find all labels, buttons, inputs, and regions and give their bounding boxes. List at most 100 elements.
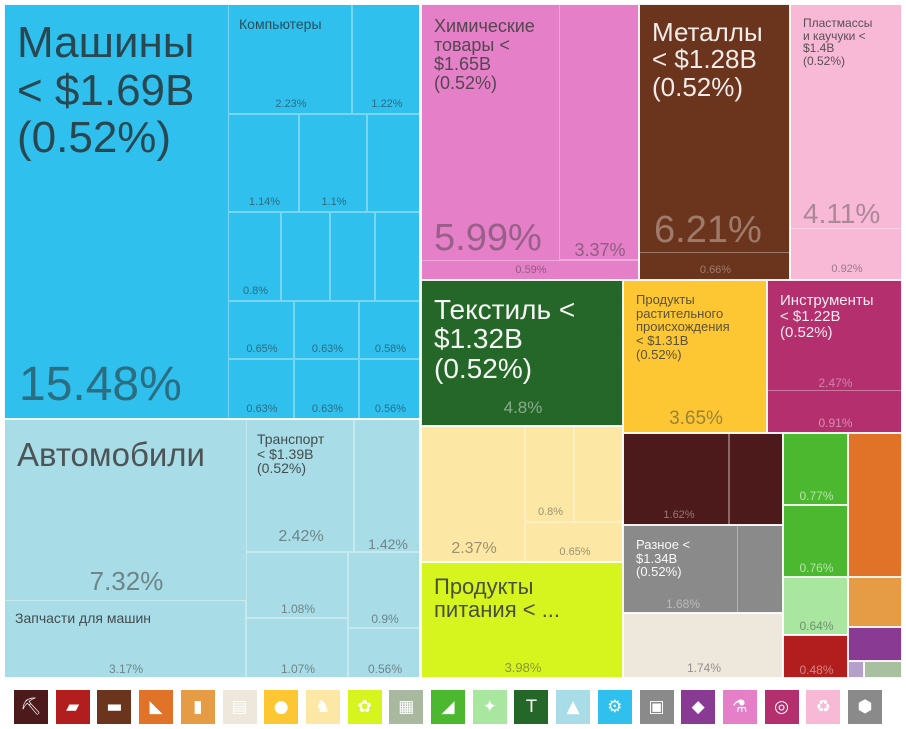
plastics-sub-block: 0.92% bbox=[790, 228, 902, 280]
animal-sub-block: 2.37% bbox=[421, 426, 525, 562]
block-precious-metals bbox=[848, 627, 902, 661]
pickaxe-icon[interactable]: ⛏ bbox=[14, 690, 48, 724]
block-foodstuffs: Продукты питания < ... 3.98% bbox=[421, 562, 623, 678]
percent-label: 0.9% bbox=[371, 612, 399, 626]
percent-label: 15.48% bbox=[19, 358, 182, 411]
percent-label: 0.56% bbox=[367, 662, 403, 676]
block-miscellaneous: Разное < $1.34B (0.52%) 1.68% bbox=[623, 525, 783, 613]
percent-label: 0.63% bbox=[246, 403, 278, 415]
block-label: Инструменты < $1.22B (0.52%) bbox=[780, 292, 874, 341]
target-icon[interactable]: ◎ bbox=[764, 690, 799, 724]
block-label: Химические товары < $1.65B (0.52%) bbox=[434, 16, 535, 93]
flask-icon[interactable]: ⚗ bbox=[722, 690, 757, 724]
metals-sub-block: 0.66% bbox=[639, 252, 790, 280]
animal-icon[interactable]: ♞ bbox=[305, 690, 340, 724]
machines-sub-block bbox=[330, 212, 375, 301]
percent-label: 6.21% bbox=[654, 209, 762, 251]
block-label: Металлы < $1.28B (0.52%) bbox=[652, 17, 763, 102]
percent-label: 0.8% bbox=[537, 506, 564, 518]
block-label: Транспорт < $1.39B (0.52%) bbox=[257, 431, 325, 477]
machines-sub-block: 0.56% bbox=[359, 359, 420, 419]
block-machines: Машины < $1.69B (0.52%) 15.48% bbox=[4, 4, 420, 419]
automobiles-sub-block: Запчасти для машин 3.17% bbox=[4, 600, 246, 678]
gears-icon[interactable]: ⚙ bbox=[597, 690, 632, 724]
machines-sub-block bbox=[375, 212, 420, 301]
fruit-icon[interactable]: ● bbox=[264, 690, 299, 724]
percent-label: 0.77% bbox=[799, 489, 834, 503]
shirt-icon[interactable]: T bbox=[514, 690, 549, 724]
block-plastics: Пластмассы и каучуки < $1.4B (0.52%) 4.11… bbox=[790, 4, 902, 280]
block-label: Машины < $1.69B (0.52%) bbox=[17, 18, 195, 163]
machines-sub-block: Компьютеры 2.23% bbox=[228, 4, 352, 114]
automobiles-sub-block: 0.56% bbox=[348, 628, 420, 678]
block-label: Компьютеры bbox=[239, 16, 322, 32]
percent-label: 3.65% bbox=[669, 408, 723, 429]
automobiles-sub-block: 1.07% bbox=[246, 618, 348, 678]
package-icon[interactable]: ⬢ bbox=[848, 690, 882, 724]
anvil-icon[interactable]: ▬ bbox=[97, 690, 132, 724]
animal-sub-block bbox=[574, 426, 623, 522]
block-label: Пластмассы и каучуки < $1.4B (0.52%) bbox=[803, 16, 873, 68]
machines-sub-block bbox=[281, 212, 330, 301]
percent-label: 2.23% bbox=[275, 98, 307, 110]
percent-label: 4.11% bbox=[803, 198, 881, 229]
wheat-icon[interactable]: ✿ bbox=[347, 690, 382, 724]
percent-label: 5.99% bbox=[434, 217, 542, 259]
bottle-icon[interactable]: ▮ bbox=[180, 690, 215, 724]
percent-label: 3.37% bbox=[574, 240, 626, 260]
mineral-sub-block bbox=[729, 433, 783, 525]
percent-label: 3.17% bbox=[108, 662, 144, 676]
block-weapons: 0.48% bbox=[783, 635, 848, 678]
mineral-sub-block bbox=[623, 433, 729, 525]
scroll-icon[interactable]: ▤ bbox=[222, 690, 257, 724]
block-label: Разное < $1.34B (0.52%) bbox=[636, 537, 691, 580]
block-stone-glass: 0.64% bbox=[783, 577, 848, 635]
block-animal-products bbox=[421, 426, 623, 562]
automobiles-sub-block: Транспорт < $1.39B (0.52%) 2.42% bbox=[246, 419, 354, 552]
percent-label: 0.91% bbox=[818, 416, 853, 430]
percent-label: 2.42% bbox=[278, 528, 324, 545]
percent-label: 2.47% bbox=[818, 376, 853, 390]
block-paper-goods: 1.74% bbox=[623, 613, 783, 678]
metal-bar-icon[interactable]: ▰ bbox=[55, 690, 90, 724]
shoe-icon[interactable]: ◢ bbox=[431, 690, 465, 724]
machines-sub-block: 1.14% bbox=[228, 114, 299, 212]
percent-label: 2.37% bbox=[451, 540, 497, 557]
machine-box-icon[interactable]: ▦ bbox=[389, 690, 424, 724]
percent-label: 1.68% bbox=[665, 597, 701, 611]
percent-label: 1.62% bbox=[663, 509, 695, 521]
percent-label: 1.07% bbox=[280, 662, 316, 676]
chemicals-sub-block: 3.37% bbox=[559, 4, 639, 260]
machines-sub-block: 0.65% bbox=[228, 301, 294, 359]
percent-label: 0.8% bbox=[242, 285, 269, 297]
pottery-icon[interactable]: ◣ bbox=[139, 690, 174, 724]
machines-sub-block bbox=[367, 114, 420, 212]
picture-frame-icon[interactable]: ▣ bbox=[639, 690, 674, 724]
block-textiles: Текстиль < $1.32B (0.52%) 4.8% bbox=[421, 280, 623, 426]
star-shape-icon[interactable]: ✦ bbox=[472, 690, 507, 724]
animal-sub-block: 0.8% bbox=[525, 426, 574, 522]
block-chemicals: Химические товары < $1.65B (0.52%) 5.99% bbox=[421, 4, 639, 280]
road-icon[interactable]: ▲ bbox=[556, 690, 591, 724]
chemicals-sub-block: 0.59% bbox=[421, 260, 639, 280]
percent-label: 0.63% bbox=[311, 343, 344, 355]
block-small bbox=[848, 661, 864, 678]
percent-label: 0.66% bbox=[699, 264, 732, 276]
percent-label: 1.22% bbox=[371, 98, 403, 110]
percent-label: 0.58% bbox=[374, 343, 407, 355]
animal-sub-block: 0.65% bbox=[525, 522, 623, 562]
percent-label: 0.92% bbox=[831, 263, 863, 275]
block-wood-products bbox=[848, 433, 902, 577]
percent-label: 0.65% bbox=[559, 546, 591, 558]
block-label: Запчасти для машин bbox=[15, 610, 152, 626]
machines-sub-block: 0.63% bbox=[294, 301, 359, 359]
machines-sub-block: 0.8% bbox=[228, 212, 281, 301]
block-label: Текстиль < $1.32B (0.52%) bbox=[434, 294, 576, 384]
percent-label: 1.14% bbox=[248, 196, 281, 208]
percent-label: 0.56% bbox=[374, 403, 407, 415]
percent-label: 1.08% bbox=[280, 602, 316, 616]
recycle-icon[interactable]: ♻ bbox=[806, 690, 841, 724]
automobiles-sub-block: 0.9% bbox=[348, 552, 420, 628]
percent-label: 1.42% bbox=[368, 536, 408, 552]
diamond-icon[interactable]: ◆ bbox=[681, 690, 716, 724]
